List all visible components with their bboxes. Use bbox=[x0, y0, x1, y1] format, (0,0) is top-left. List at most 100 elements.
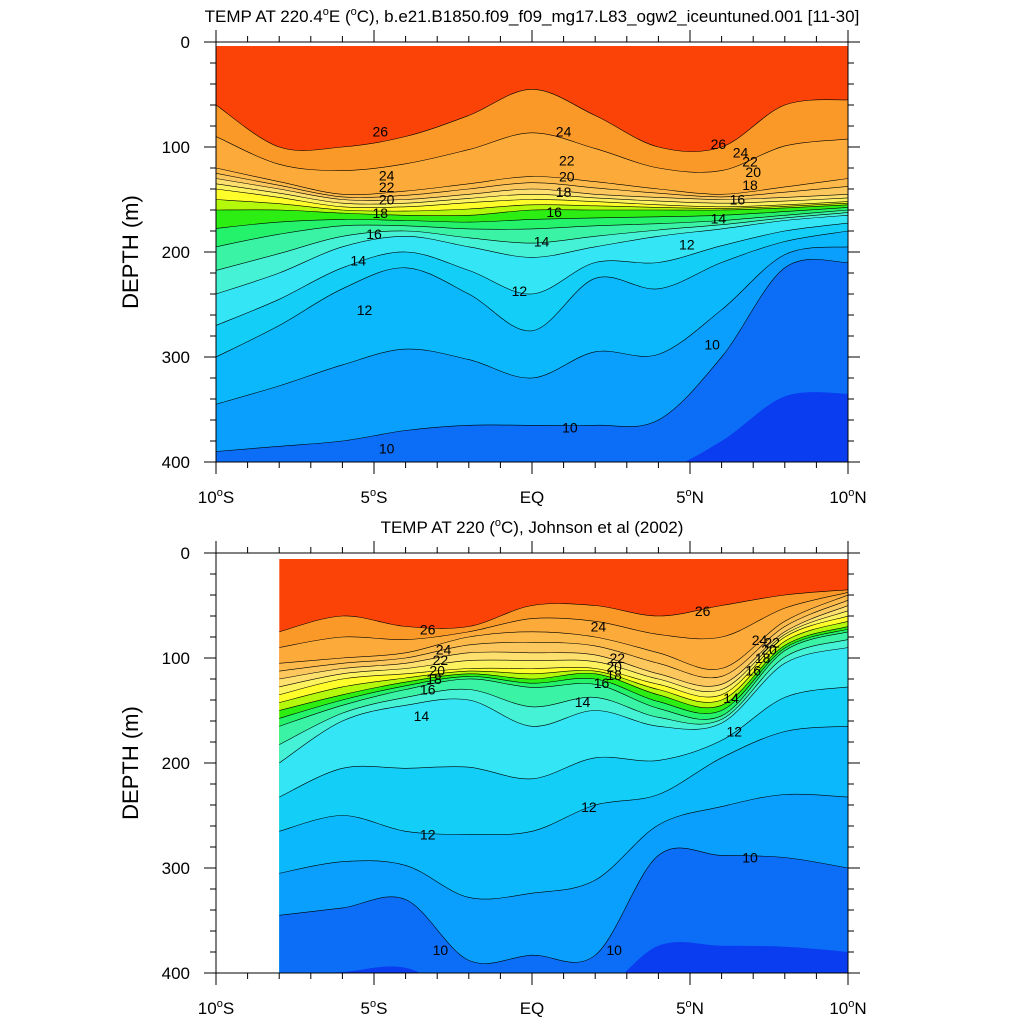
contour-label: 16 bbox=[745, 663, 761, 679]
contour-label: 22 bbox=[742, 154, 758, 170]
y-tick-label: 200 bbox=[162, 754, 190, 773]
contour-label: 16 bbox=[730, 192, 746, 208]
contour-label: 14 bbox=[575, 694, 591, 710]
contour-line-25 bbox=[216, 132, 848, 173]
x-tick-label: 5oS bbox=[361, 998, 388, 1018]
fill-band-9 bbox=[216, 259, 848, 462]
contour-label: 16 bbox=[594, 675, 610, 691]
chart-title: TEMP AT 220 (oC), Johnson et al (2002) bbox=[381, 517, 684, 537]
contour-line-26 bbox=[216, 88, 848, 152]
x-tick-label: EQ bbox=[520, 488, 545, 507]
contour-label: 24 bbox=[733, 144, 749, 160]
contour-fill-group bbox=[279, 559, 848, 973]
contour-line-23 bbox=[279, 600, 848, 679]
contour-label: 24 bbox=[752, 632, 768, 648]
contour-label: 18 bbox=[426, 671, 442, 687]
contour-label: 26 bbox=[420, 622, 436, 638]
x-tick-label: 10oS bbox=[198, 487, 234, 507]
contour-label: 18 bbox=[755, 650, 771, 666]
contour-line-17 bbox=[279, 628, 848, 719]
contour-label: 10 bbox=[379, 440, 395, 456]
contour-line-21 bbox=[216, 183, 848, 205]
contour-label: 20 bbox=[429, 663, 445, 679]
contour-label: 12 bbox=[581, 799, 597, 815]
contour-line-22 bbox=[279, 605, 848, 687]
x-tick-label: EQ bbox=[520, 999, 545, 1018]
contour-label: 18 bbox=[606, 667, 622, 683]
contour-label: 20 bbox=[559, 168, 575, 184]
contour-label: 10 bbox=[433, 942, 449, 958]
contour-label: 20 bbox=[761, 642, 777, 658]
y-tick-label: 0 bbox=[181, 33, 190, 52]
contour-label: 24 bbox=[556, 123, 572, 139]
x-tick-label: 5oN bbox=[676, 487, 704, 507]
contour-line-22 bbox=[216, 178, 848, 201]
contour-label: 22 bbox=[559, 153, 575, 169]
x-tick-label: 10oS bbox=[198, 998, 234, 1018]
contour-line-17 bbox=[216, 207, 848, 229]
contour-line-14 bbox=[279, 647, 848, 764]
contour-line-11 bbox=[279, 793, 848, 900]
contour-label: 14 bbox=[414, 708, 430, 724]
contour-line-20 bbox=[279, 615, 848, 698]
chart-title: TEMP AT 220.4oE (oC), b.e21.B1850.f09_f0… bbox=[205, 6, 860, 26]
contour-label: 16 bbox=[366, 226, 382, 242]
contour-line-19 bbox=[279, 621, 848, 703]
contour-label: 10 bbox=[606, 942, 622, 958]
x-tick-label: 10oN bbox=[829, 487, 866, 507]
contour-label: 16 bbox=[546, 204, 562, 220]
contour-label: 24 bbox=[379, 167, 395, 183]
contour-label: 14 bbox=[723, 690, 739, 706]
contour-label: 12 bbox=[679, 237, 695, 253]
fill-band-8 bbox=[325, 941, 848, 973]
contour-line-10 bbox=[279, 847, 848, 964]
contour-label: 12 bbox=[420, 826, 436, 842]
contour-line-24 bbox=[216, 167, 848, 195]
contour-line-26 bbox=[279, 589, 848, 633]
fill-band-8 bbox=[684, 392, 848, 462]
contour-label: 18 bbox=[556, 184, 572, 200]
contour-line-15 bbox=[216, 212, 848, 271]
contour-line-13 bbox=[216, 222, 848, 326]
x-tick-label: 10oN bbox=[829, 998, 866, 1018]
contour-label: 14 bbox=[711, 210, 727, 226]
contour-label: 10 bbox=[704, 336, 720, 352]
y-tick-label: 400 bbox=[162, 453, 190, 472]
contour-label: 20 bbox=[745, 164, 761, 180]
contour-line-10 bbox=[216, 259, 848, 452]
contour-label: 22 bbox=[764, 634, 780, 650]
y-tick-label: 100 bbox=[162, 138, 190, 157]
contour-line-12 bbox=[279, 726, 848, 835]
y-tick-label: 100 bbox=[162, 649, 190, 668]
contour-line-23 bbox=[216, 173, 848, 198]
contour-label: 26 bbox=[711, 136, 727, 152]
panel-top-model: 2624222018161412102422201816141210262422… bbox=[118, 6, 867, 507]
contour-line-19 bbox=[216, 199, 848, 212]
x-tick-label: 5oS bbox=[361, 487, 388, 507]
contour-line-24 bbox=[279, 594, 848, 670]
contour-line-18 bbox=[279, 626, 848, 711]
contour-line-13 bbox=[279, 686, 848, 798]
contour-line-11 bbox=[216, 246, 848, 405]
contour-line-12 bbox=[216, 230, 848, 358]
contour-label: 20 bbox=[606, 658, 622, 674]
y-tick-label: 200 bbox=[162, 243, 190, 262]
contour-line-16 bbox=[279, 631, 848, 727]
contour-label: 18 bbox=[373, 205, 389, 221]
contour-label: 22 bbox=[379, 179, 395, 195]
y-tick-label: 400 bbox=[162, 964, 190, 983]
contour-label: 22 bbox=[610, 650, 626, 666]
contour-line-16 bbox=[216, 209, 848, 248]
contour-label: 22 bbox=[433, 652, 449, 668]
y-tick-label: 300 bbox=[162, 859, 190, 878]
contour-label: 14 bbox=[534, 234, 550, 250]
contour-label: 20 bbox=[379, 192, 395, 208]
x-tick-label: 5oN bbox=[676, 998, 704, 1018]
contour-label: 18 bbox=[742, 177, 758, 193]
fill-band-9 bbox=[279, 847, 848, 973]
y-tick-label: 0 bbox=[181, 544, 190, 563]
contour-label: 24 bbox=[436, 642, 452, 658]
contour-label: 14 bbox=[350, 252, 366, 268]
contour-label: 26 bbox=[373, 123, 389, 139]
